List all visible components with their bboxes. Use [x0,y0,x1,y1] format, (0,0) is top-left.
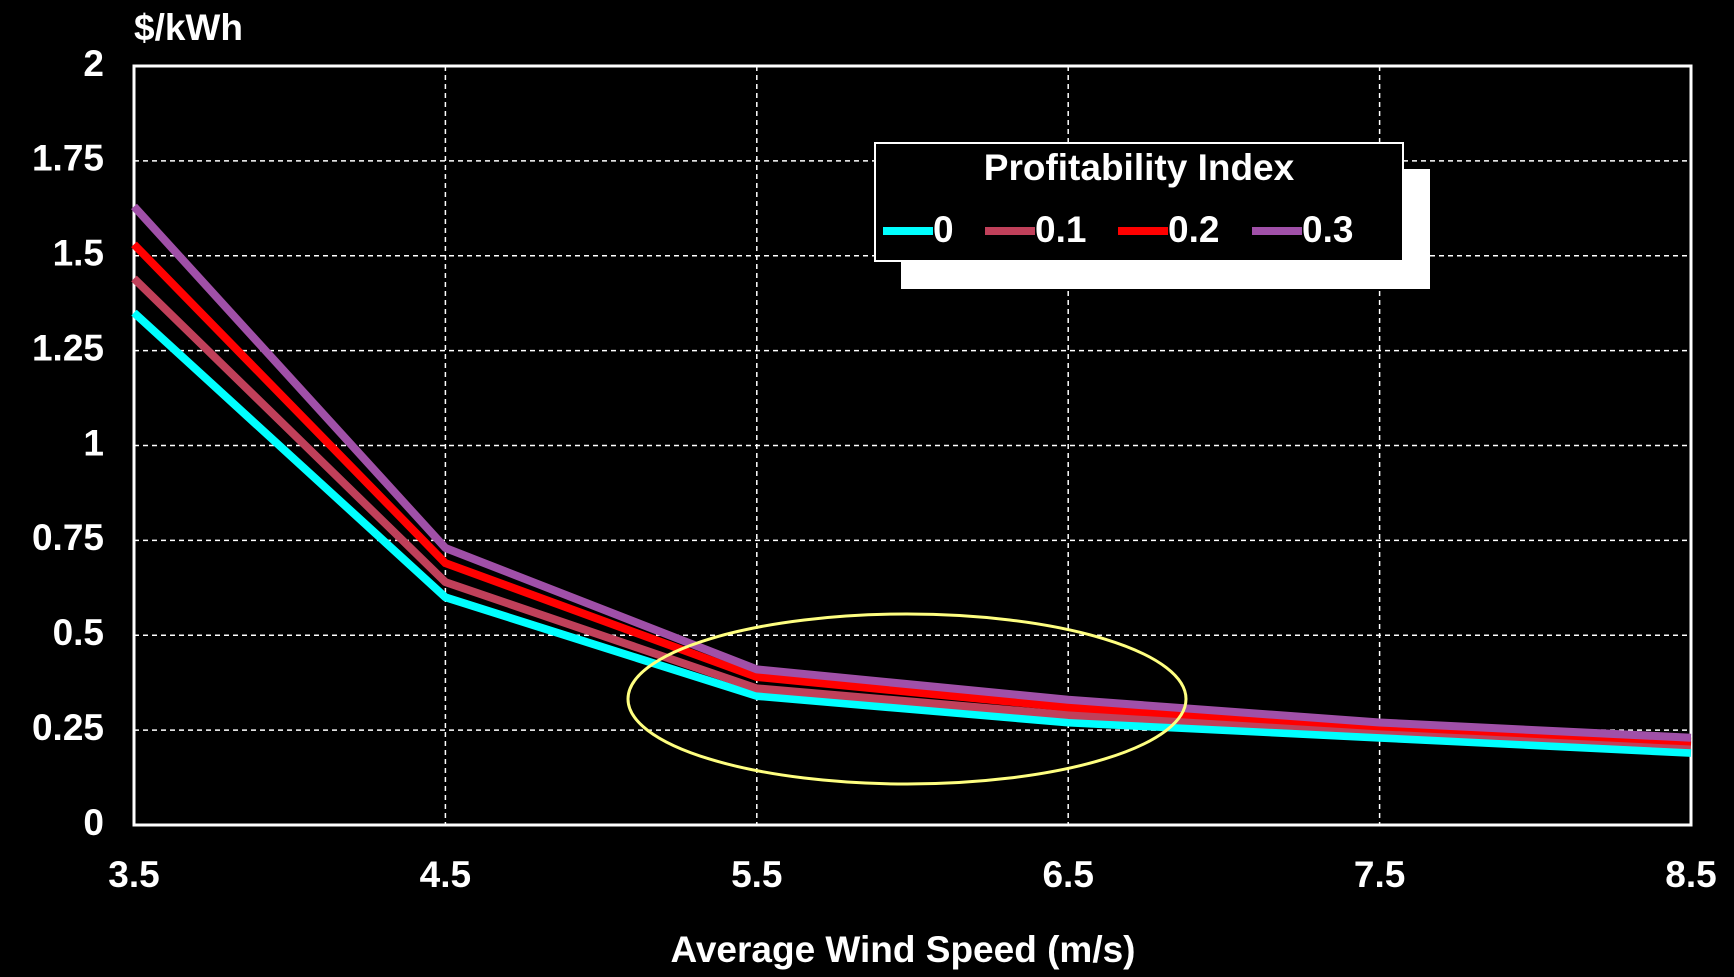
y-tick-label: 1 [83,422,104,463]
legend-title: Profitability Index [984,147,1295,188]
plot-frame [132,64,1693,827]
x-tick-label: 4.5 [420,854,471,895]
legend-label: 0.1 [1035,209,1086,250]
y-tick-label: 0.75 [32,517,104,558]
y-tick-label: 2 [83,43,104,84]
series-line [131,309,1692,757]
y-tick-label: 0.5 [53,612,104,653]
legend-box [874,142,1404,262]
legend-label: 0.2 [1168,209,1219,250]
x-tick-label: 5.5 [731,854,782,895]
y-tick-label: 1.75 [32,138,104,179]
series-line [131,241,1692,746]
y-tick-label: 0 [83,802,104,843]
y-axis-label: $/kWh [134,7,243,48]
y-tick-label: 1.25 [32,327,104,368]
legend-label: 0.3 [1302,209,1353,250]
y-tick-label: 0.25 [32,707,104,748]
x-tick-label: 3.5 [108,854,159,895]
x-tick-label: 6.5 [1042,854,1093,895]
series-line [131,203,1692,742]
series-line [131,275,1692,750]
legend-label: 0 [933,209,954,250]
y-tick-label: 1.5 [53,233,104,274]
x-axis-label: Average Wind Speed (m/s) [670,929,1135,970]
x-tick-label: 7.5 [1354,854,1405,895]
annotation-ellipse [626,612,1188,786]
x-tick-label: 8.5 [1665,854,1716,895]
